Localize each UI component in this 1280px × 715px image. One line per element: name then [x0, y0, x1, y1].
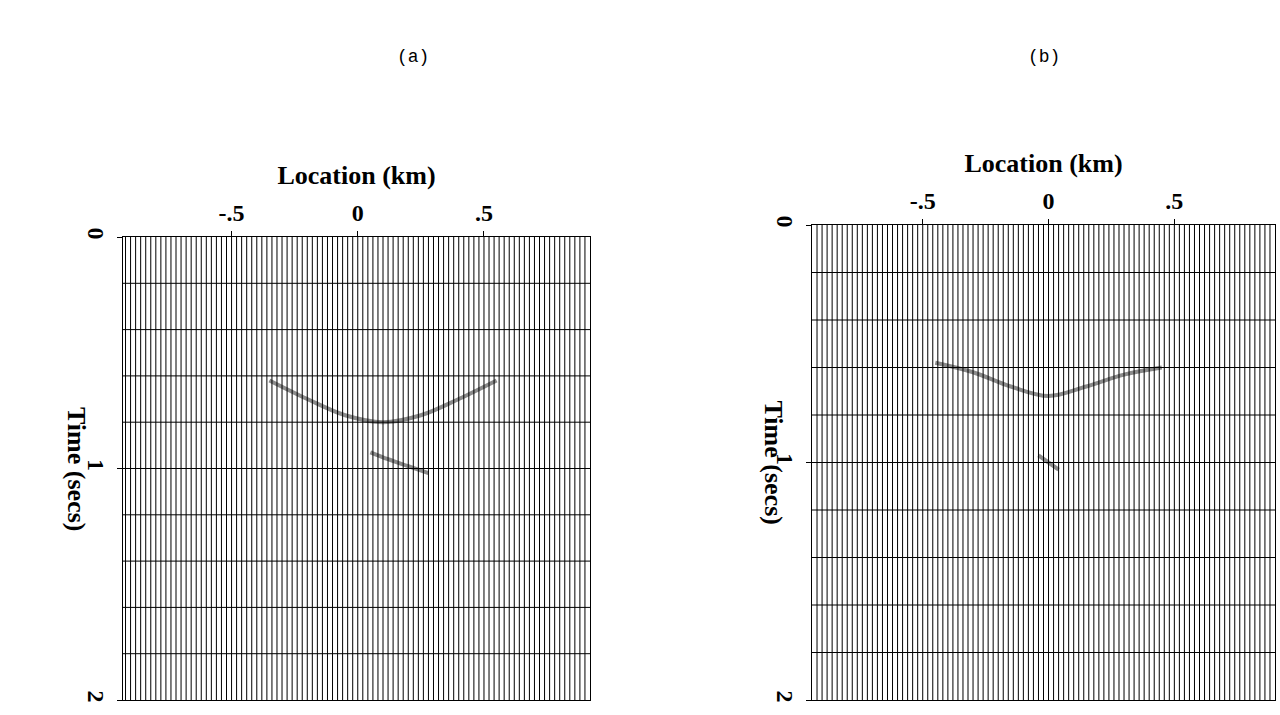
- svg-text:(a): (a): [397, 47, 429, 67]
- svg-text:.5: .5: [1165, 188, 1183, 214]
- svg-text:-.5: -.5: [219, 200, 245, 226]
- svg-text:1: 1: [772, 453, 798, 465]
- svg-text:2: 2: [772, 690, 798, 702]
- svg-text:0: 0: [1043, 188, 1055, 214]
- svg-text:-.5: -.5: [910, 188, 936, 214]
- svg-text:0: 0: [352, 200, 364, 226]
- svg-text:Location (km): Location (km): [964, 149, 1122, 178]
- svg-text:Time (secs): Time (secs): [62, 407, 91, 531]
- svg-text:1: 1: [83, 459, 109, 471]
- svg-text:Time (secs): Time (secs): [759, 401, 788, 525]
- svg-text:Location (km): Location (km): [277, 161, 435, 190]
- svg-text:(b): (b): [1028, 47, 1060, 67]
- svg-text:0: 0: [772, 215, 798, 227]
- svg-text:.5: .5: [475, 200, 493, 226]
- svg-text:2: 2: [83, 690, 109, 702]
- svg-text:0: 0: [83, 227, 109, 239]
